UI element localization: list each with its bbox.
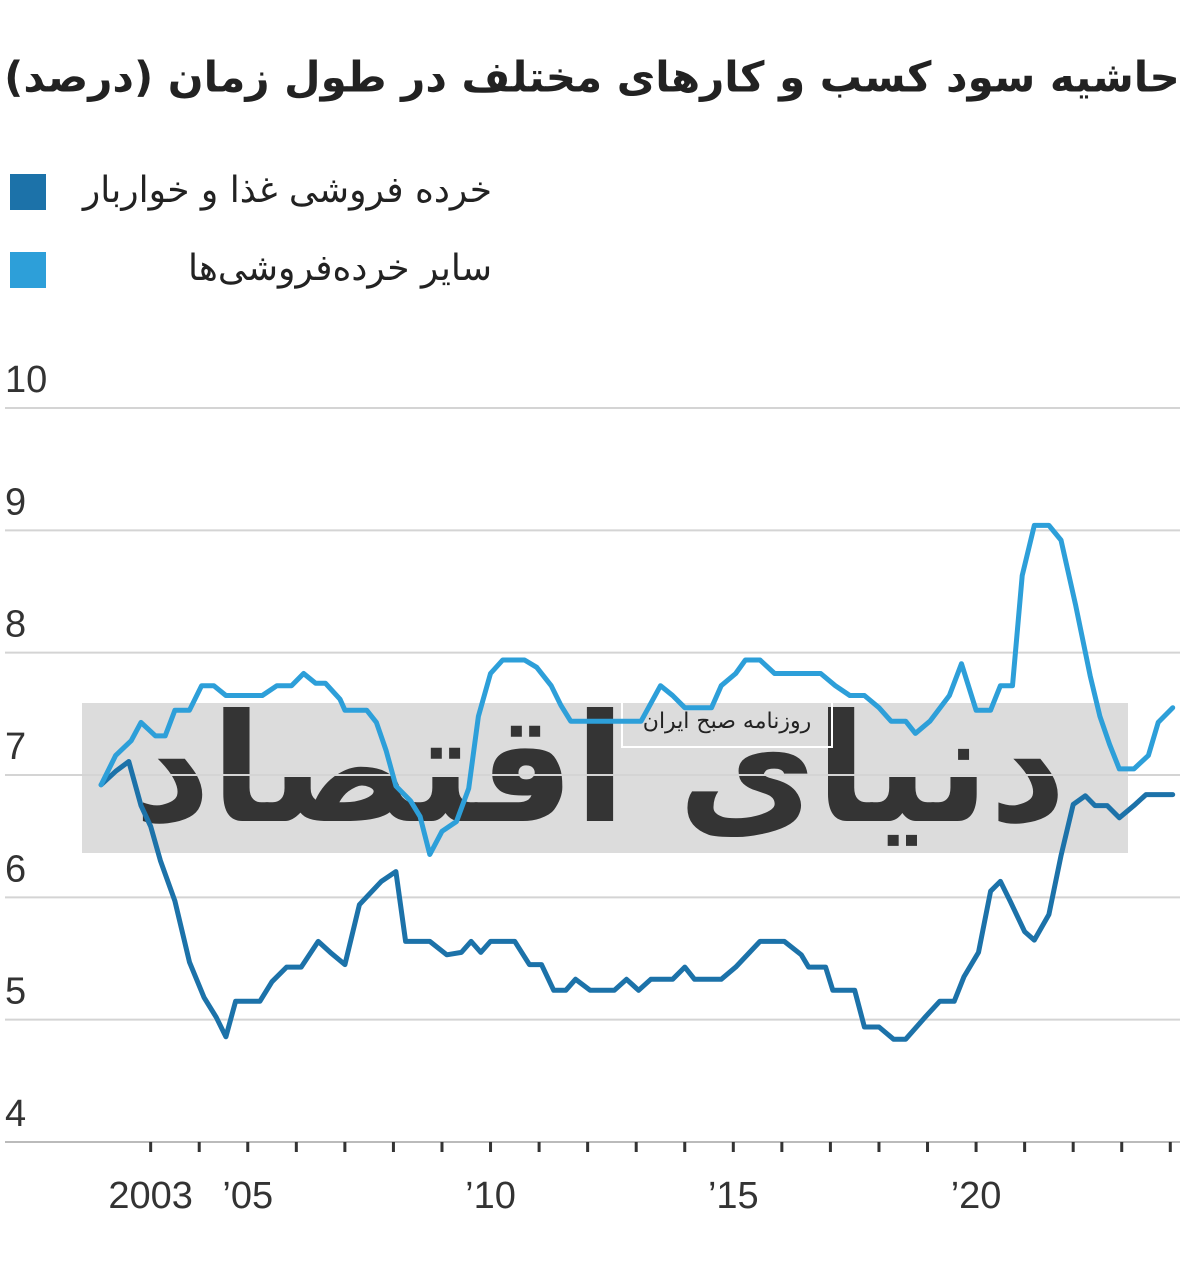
x-tick-label: ’15 (708, 1175, 759, 1217)
legend-label: سایر خرده‌فروشی‌ها (188, 248, 492, 289)
x-tick-label: ’20 (951, 1175, 1002, 1217)
legend-label: خرده فروشی غذا و خواربار (81, 170, 492, 211)
series-line (98, 522, 1176, 857)
y-tick-label: 5 (5, 971, 26, 1013)
y-tick-label: 7 (5, 726, 26, 768)
watermark-band (82, 703, 1128, 853)
y-tick-label: 10 (5, 359, 47, 401)
x-tick-label: ’05 (222, 1175, 273, 1217)
series-line (98, 759, 1176, 1042)
watermark-sub: روزنامه صبح ایران (643, 709, 811, 734)
x-tick-label: 2003 (108, 1175, 193, 1217)
x-tick-label: ’10 (465, 1175, 516, 1217)
y-tick-label: 9 (5, 481, 26, 523)
y-tick-label: 4 (5, 1093, 26, 1135)
y-tick-label: 8 (5, 604, 26, 646)
chart-title: حاشیه سود کسب و کارهای مختلف در طول زمان… (4, 53, 1180, 103)
watermark: دنیای اقتصاد (134, 683, 1067, 857)
y-tick-label: 6 (5, 848, 26, 890)
legend-swatch (10, 252, 46, 288)
legend-swatch (10, 174, 46, 210)
